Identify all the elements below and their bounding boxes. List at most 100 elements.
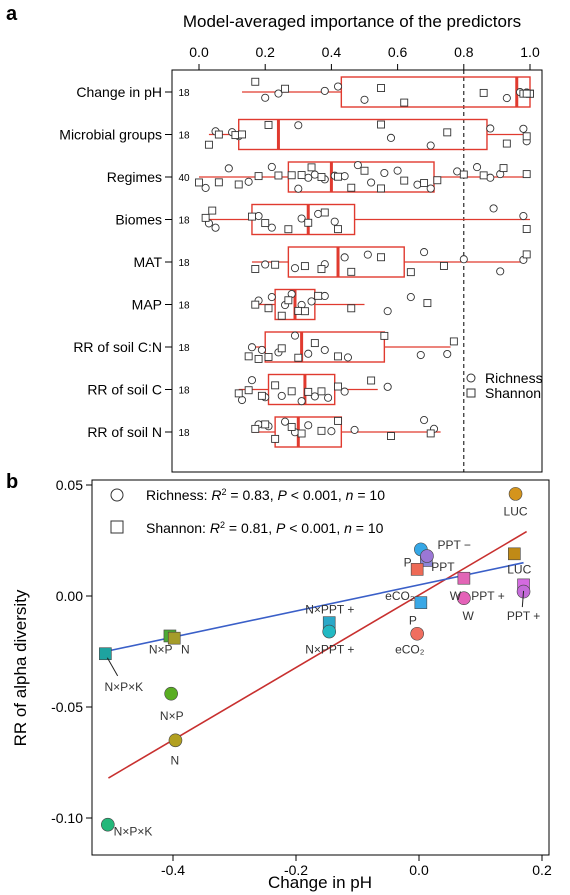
shannon-point xyxy=(522,170,531,179)
panel-b-points xyxy=(99,487,531,832)
richness-point xyxy=(386,133,396,142)
shannon-point xyxy=(264,304,273,313)
point-label: N×P×K xyxy=(104,680,143,694)
richness-point xyxy=(244,177,253,186)
shannon-point xyxy=(457,571,471,585)
richness-point xyxy=(457,591,471,606)
shannon-point xyxy=(271,260,280,269)
richness-point xyxy=(508,487,523,501)
shannon-point xyxy=(317,265,326,274)
richness-point xyxy=(340,253,349,262)
richness-point xyxy=(261,260,270,269)
label-leader-line xyxy=(106,657,119,677)
richness-point xyxy=(489,204,498,213)
shannon-point xyxy=(251,77,260,86)
legend-shannon-label: Shannon xyxy=(485,385,541,401)
richness-point xyxy=(290,264,300,273)
richness-point xyxy=(254,211,263,221)
shannon-point xyxy=(317,173,326,181)
richness-point xyxy=(343,353,353,362)
category-label: Change in pH xyxy=(76,84,162,100)
shannon-point xyxy=(297,171,306,180)
sample-size-label: 18 xyxy=(178,88,190,99)
x-tick-label: -0.4 xyxy=(161,862,185,878)
shannon-point xyxy=(271,434,280,443)
shannon-point xyxy=(377,120,385,129)
richness-point xyxy=(519,211,528,221)
shannon-point xyxy=(261,420,270,429)
shannon-point xyxy=(400,98,409,107)
shannon-point xyxy=(360,166,369,175)
panel-b-y-label: RR of alpha diversity xyxy=(11,589,30,746)
category-label: RR of soil C:N xyxy=(73,339,162,355)
x-tick-label: -0.2 xyxy=(284,862,308,878)
shannon-point xyxy=(234,180,243,189)
shannon-point xyxy=(214,178,223,187)
category-label: MAP xyxy=(132,297,162,313)
sample-size-label: 18 xyxy=(178,258,190,269)
shannon-point xyxy=(300,307,309,316)
shannon-point xyxy=(287,422,296,431)
richness-point xyxy=(426,184,435,193)
richness-point xyxy=(486,124,495,133)
richness-point xyxy=(277,391,286,400)
shannon-point xyxy=(502,139,511,148)
panel-b-letter: b xyxy=(6,471,18,493)
sample-size-label: 18 xyxy=(178,301,190,312)
shannon-point xyxy=(387,432,395,440)
shannon-point xyxy=(277,344,286,353)
shannon-point xyxy=(508,547,521,561)
richness-point xyxy=(406,293,415,302)
shannon-point xyxy=(261,219,270,228)
shannon-point xyxy=(244,352,253,361)
richness-point xyxy=(420,248,429,257)
y-tick-label: -0.05 xyxy=(51,699,83,715)
shannon-point xyxy=(314,291,323,300)
shannon-point xyxy=(499,164,508,173)
shannon-point xyxy=(271,381,280,390)
richness-point xyxy=(297,214,306,223)
row-change-in-ph: Change in pH 18 xyxy=(76,76,534,108)
richness-point xyxy=(360,95,369,104)
point-label: PPT xyxy=(431,560,455,574)
shannon-point xyxy=(287,387,296,396)
richness-point xyxy=(261,93,270,102)
point-label: PPT + xyxy=(507,609,540,623)
richness-point xyxy=(472,163,482,172)
shannon-point xyxy=(317,426,326,435)
richness-point xyxy=(383,307,392,316)
shannon-point xyxy=(334,382,342,391)
richness-point xyxy=(290,331,300,340)
richness-point xyxy=(201,183,210,192)
shannon-point xyxy=(310,339,319,348)
sample-size-label: 18 xyxy=(178,343,190,354)
shannon-point xyxy=(410,563,424,576)
shannon-point xyxy=(522,225,531,233)
shannon-point xyxy=(334,352,342,361)
richness-point xyxy=(320,291,329,301)
legend-richness-marker xyxy=(110,488,124,502)
shannon-point xyxy=(214,130,223,139)
point-label: N×P xyxy=(149,642,173,656)
shannon-point xyxy=(317,387,326,396)
panel-b-frame xyxy=(91,479,550,856)
row-rr-of-soil-c-n: RR of soil C:N 18 xyxy=(73,331,458,363)
x-tick-label: 0.8 xyxy=(454,44,474,60)
shannon-point xyxy=(377,253,385,262)
y-tick-label: -0.10 xyxy=(51,810,83,826)
richness-point xyxy=(327,427,336,436)
point-label: N xyxy=(171,753,180,767)
point-label: N×PPT + xyxy=(305,642,354,656)
shannon-point xyxy=(251,300,260,309)
shannon-point xyxy=(304,218,313,227)
point-label: eCO₂ xyxy=(385,589,415,603)
row-mat: MAT 18 xyxy=(133,246,531,278)
shannon-point xyxy=(300,262,309,271)
legend-richness-label: Richness xyxy=(485,370,543,386)
sample-size-label: 18 xyxy=(178,386,190,397)
shannon-point xyxy=(264,353,273,361)
richness-point xyxy=(274,89,283,98)
panel-b-y-ticks: -0.10 -0.05 0.00 0.05 xyxy=(51,477,92,826)
sample-size-label: 18 xyxy=(178,428,190,439)
